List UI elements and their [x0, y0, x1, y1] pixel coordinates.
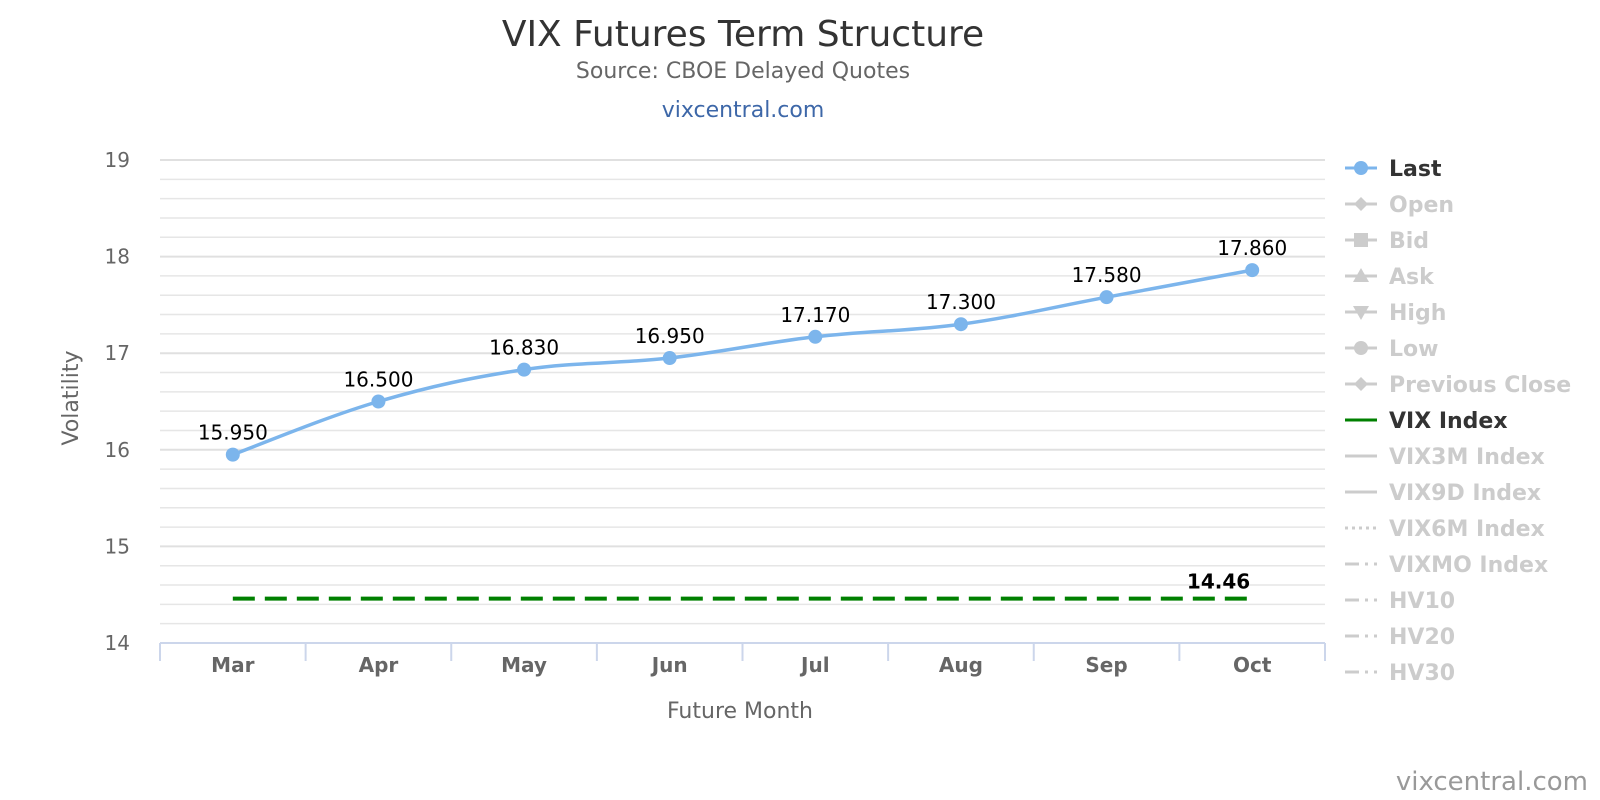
legend-item[interactable]: VIX6M Index	[1345, 517, 1545, 542]
legend-item[interactable]: VIX Index	[1345, 409, 1508, 434]
x-tick-label: Oct	[1233, 653, 1272, 677]
x-axis-title: Future Month	[667, 699, 813, 724]
chart-subtitle: Source: CBOE Delayed Quotes	[576, 59, 910, 84]
y-tick-label: 17	[105, 341, 130, 365]
data-label-last: 15.950	[198, 421, 268, 445]
legend-triangle-icon	[1353, 268, 1369, 282]
data-point-last[interactable]	[371, 394, 386, 409]
series-line-last	[232, 268, 1253, 457]
credit-text[interactable]: vixcentral.com	[1396, 767, 1588, 797]
data-label-last: 17.170	[780, 303, 850, 327]
legend-label: Low	[1389, 337, 1438, 362]
legend-circle-icon	[1354, 341, 1368, 355]
legend-label: VIX6M Index	[1389, 517, 1545, 542]
legend-diamond-icon	[1354, 377, 1368, 391]
legend-label: High	[1389, 301, 1446, 326]
data-point-last[interactable]	[517, 362, 532, 377]
x-tick-label: Aug	[939, 653, 983, 677]
chart-title: VIX Futures Term Structure	[502, 14, 984, 55]
data-point-last[interactable]	[225, 447, 240, 462]
legend-square-icon	[1354, 233, 1368, 247]
y-tick-label: 14	[105, 631, 130, 655]
y-tick-label: 16	[105, 438, 130, 462]
data-point-last[interactable]	[1099, 290, 1114, 305]
legend-item[interactable]: Bid	[1345, 229, 1429, 254]
legend-item[interactable]: VIX9D Index	[1345, 481, 1541, 506]
legend-label: Last	[1389, 157, 1442, 182]
data-label-last: 16.950	[635, 324, 705, 348]
data-label-last: 17.580	[1072, 263, 1142, 287]
data-label-last: 17.300	[926, 290, 996, 314]
data-label-last: 16.830	[489, 336, 559, 360]
legend-label: Open	[1389, 193, 1454, 218]
legend-circle-icon	[1354, 161, 1368, 175]
plot-area: 14.46 15.950 16.500 16.830 16.950 17.170 17.30…	[198, 236, 1287, 601]
grid-lines: 14 15 16 17 18 19	[105, 148, 1325, 655]
legend-label: VIX9D Index	[1389, 481, 1541, 506]
data-label-last: 16.500	[343, 368, 413, 392]
legend-item[interactable]: HV10	[1345, 589, 1455, 614]
x-tick-label: Mar	[211, 653, 254, 677]
legend-item[interactable]: Open	[1345, 193, 1454, 218]
legend-label: VIXMO Index	[1389, 553, 1548, 578]
legend-triangle-down-icon	[1353, 306, 1369, 320]
x-axis: Mar Apr May Jun Jul Aug Sep Oct	[159, 642, 1326, 677]
x-tick-label: Sep	[1085, 653, 1127, 677]
data-point-last[interactable]	[662, 351, 677, 366]
data-label-last: 17.860	[1217, 236, 1287, 260]
x-tick-label: Jul	[799, 653, 830, 677]
legend-label: HV30	[1389, 661, 1455, 686]
legend-item[interactable]: Ask	[1345, 265, 1435, 290]
x-tick-label: May	[501, 653, 547, 677]
legend-item[interactable]: High	[1345, 301, 1446, 326]
legend-item[interactable]: VIX3M Index	[1345, 445, 1545, 470]
x-tick-label: Apr	[359, 653, 399, 677]
y-tick-label: 15	[105, 534, 130, 558]
legend-item[interactable]: VIXMO Index	[1345, 553, 1548, 578]
legend-label: VIX3M Index	[1389, 445, 1545, 470]
data-point-last[interactable]	[808, 329, 823, 344]
vix-index-data-label: 14.46	[1187, 570, 1250, 594]
x-tick-label: Jun	[650, 653, 688, 677]
y-tick-label: 18	[105, 245, 130, 269]
legend-diamond-icon	[1354, 197, 1368, 211]
y-tick-label: 19	[105, 148, 130, 172]
legend-label: Bid	[1389, 229, 1429, 254]
legend-label: HV10	[1389, 589, 1455, 614]
data-point-last[interactable]	[1245, 263, 1260, 278]
source-link[interactable]: vixcentral.com	[662, 98, 825, 123]
data-point-last[interactable]	[953, 317, 968, 332]
legend-label: Previous Close	[1389, 373, 1571, 398]
legend-item[interactable]: Previous Close	[1345, 373, 1571, 398]
legend-item[interactable]: Low	[1345, 337, 1438, 362]
y-axis-title: Volatility	[59, 350, 84, 445]
legend-label: HV20	[1389, 625, 1455, 650]
legend: Last Open Bid Ask High Low Previous Close VIX I…	[1345, 157, 1571, 686]
legend-label: VIX Index	[1389, 409, 1508, 434]
legend-item[interactable]: HV30	[1345, 661, 1455, 686]
legend-item[interactable]: Last	[1345, 157, 1442, 182]
legend-item[interactable]: HV20	[1345, 625, 1455, 650]
legend-label: Ask	[1389, 265, 1435, 290]
